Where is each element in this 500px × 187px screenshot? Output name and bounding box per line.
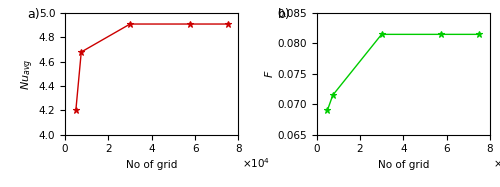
Text: a): a) bbox=[27, 8, 40, 21]
X-axis label: No of grid: No of grid bbox=[126, 160, 178, 170]
Y-axis label: F: F bbox=[264, 71, 274, 77]
Text: b): b) bbox=[278, 8, 291, 21]
X-axis label: No of grid: No of grid bbox=[378, 160, 429, 170]
Y-axis label: $Nu_{avg}$: $Nu_{avg}$ bbox=[20, 58, 36, 90]
Text: $\times10^4$: $\times10^4$ bbox=[494, 157, 500, 170]
Text: $\times10^4$: $\times10^4$ bbox=[242, 157, 270, 170]
